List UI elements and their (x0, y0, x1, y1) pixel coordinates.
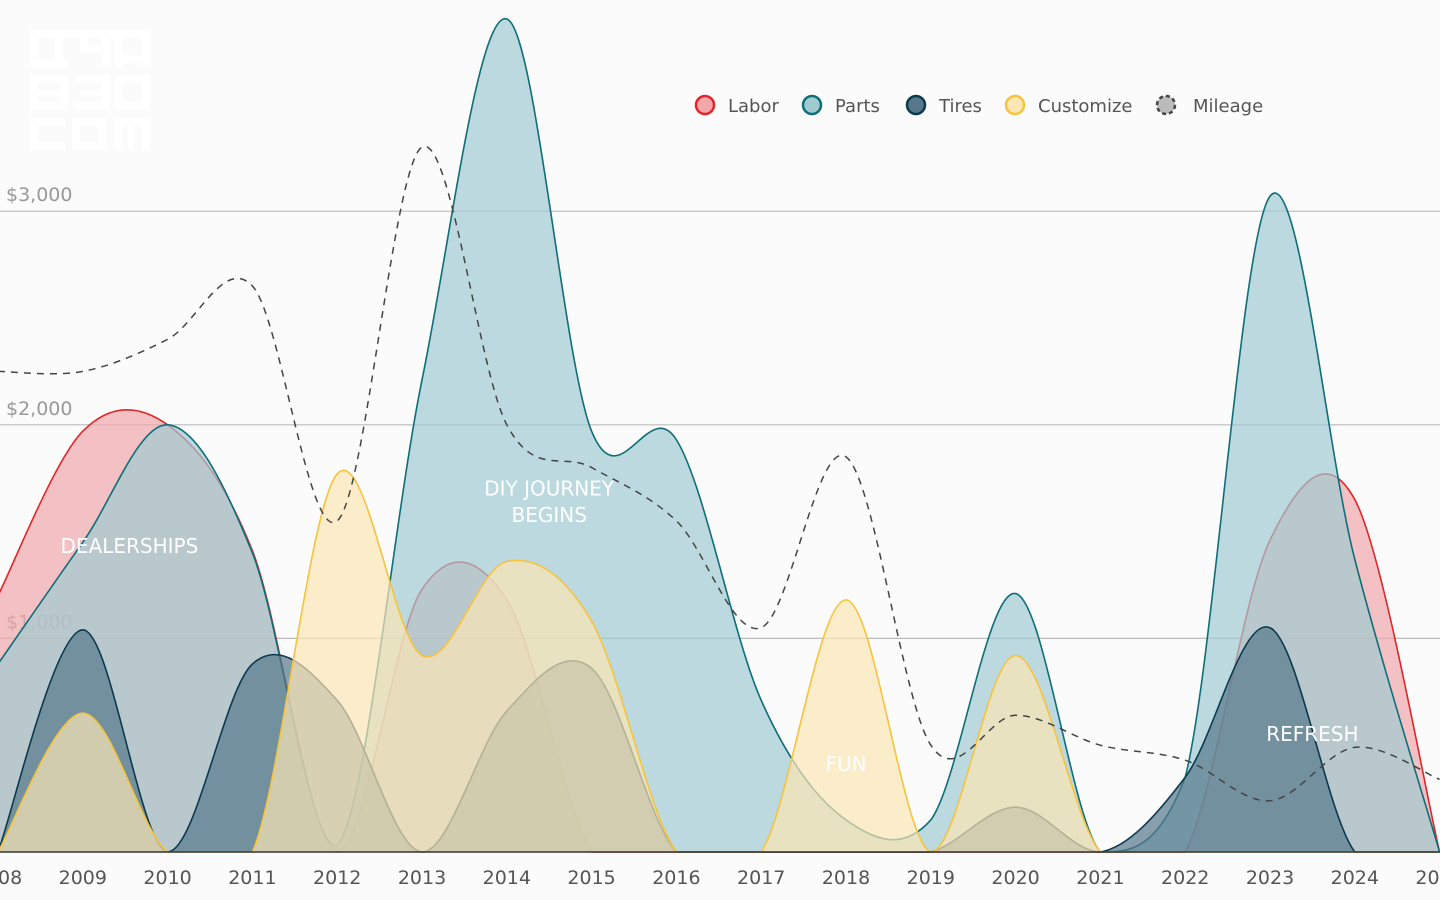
logo-block (115, 55, 150, 63)
x-tick-label: 2017 (737, 867, 785, 889)
logo-block (102, 75, 110, 110)
logo-block (30, 102, 68, 110)
logo-block (30, 30, 150, 38)
logo-block (72, 142, 107, 150)
legend-label: Customize (1038, 96, 1132, 117)
legend-swatch-icon (694, 94, 716, 116)
logo-block (72, 118, 107, 126)
y-tick-label: $3,000 (6, 184, 72, 206)
logo-block (30, 60, 68, 68)
x-axis-labels: 2008 2009 2010 2011 2012 2013 2014 2015 2016 2017… (0, 867, 1440, 889)
annotation-label: FUN (825, 752, 866, 776)
legend: Labor Parts Tires Customize Mileage (694, 94, 1263, 117)
logo-block (99, 118, 107, 150)
logo-block (80, 90, 105, 96)
annotation-label: BEGINS (511, 503, 586, 527)
logo-block (75, 75, 110, 83)
logo-block (30, 118, 65, 126)
x-tick-label: 2023 (1246, 867, 1294, 889)
x-tick-label: 2012 (313, 867, 361, 889)
logo-block (142, 118, 150, 150)
legend-item-customize[interactable]: Customize (1004, 94, 1132, 117)
x-tick-label: 2020 (991, 867, 1039, 889)
legend-label: Tires (938, 96, 982, 117)
logo-block (72, 118, 80, 150)
legend-swatch-icon (1004, 94, 1026, 116)
logo-block (142, 75, 150, 110)
x-tick-label: 2025 (1415, 867, 1440, 889)
x-tick-label: 2009 (59, 867, 107, 889)
logo-block (115, 118, 123, 150)
series-areas (0, 18, 1440, 853)
annotation-label: REFRESH (1266, 722, 1358, 746)
legend-label: Mileage (1193, 96, 1263, 117)
logo-block (142, 30, 150, 68)
logo-block (30, 30, 38, 68)
mileage-line-layer (0, 145, 1440, 802)
x-tick-label: 2011 (228, 867, 276, 889)
legend-swatch-icon (905, 94, 927, 116)
annotation-label: DEALERSHIPS (61, 534, 199, 558)
logo-block (115, 75, 123, 110)
x-tick-label: 2016 (652, 867, 700, 889)
legend-swatch-icon (1155, 94, 1177, 116)
annotation-label: DIY JOURNEY (484, 476, 615, 500)
legend-item-labor[interactable]: Labor (694, 94, 779, 117)
x-tick-label: 2024 (1331, 867, 1379, 889)
logo-block (80, 30, 88, 50)
logo-block (128, 118, 134, 150)
logo-block (30, 142, 65, 150)
x-tick-label: 2018 (822, 867, 870, 889)
logo-block (30, 90, 65, 96)
logo-block (115, 102, 150, 110)
logo-block (55, 30, 63, 68)
x-tick-label: 2010 (143, 867, 191, 889)
x-tick-label: 2014 (483, 867, 531, 889)
annotations: DEALERSHIPS DIY JOURNEY BEGINS FUN REFRESH (61, 476, 1359, 776)
x-tick-label: 2013 (398, 867, 446, 889)
x-tick-label: 2019 (907, 867, 955, 889)
x-tick-label: 2022 (1161, 867, 1209, 889)
logo-block (115, 30, 123, 68)
logo-block (75, 102, 110, 110)
logo-block (30, 75, 68, 83)
series-area-customize (0, 470, 1440, 853)
series-line-mileage (0, 145, 1440, 802)
x-tick-label: 2015 (567, 867, 615, 889)
logo-block (30, 118, 38, 150)
legend-label: Labor (728, 96, 779, 117)
legend-item-tires[interactable]: Tires (905, 94, 982, 117)
logo-block (115, 75, 150, 83)
y-tick-label: $2,000 (6, 398, 72, 420)
logo (30, 30, 150, 150)
legend-swatch-icon (801, 94, 823, 116)
logo-block (80, 45, 110, 53)
x-tick-label: 2008 (0, 867, 22, 889)
legend-item-parts[interactable]: Parts (801, 94, 880, 117)
logo-block (102, 30, 110, 68)
x-tick-label: 2021 (1076, 867, 1124, 889)
legend-item-mileage[interactable]: Mileage (1155, 94, 1263, 117)
legend-label: Parts (835, 96, 880, 117)
